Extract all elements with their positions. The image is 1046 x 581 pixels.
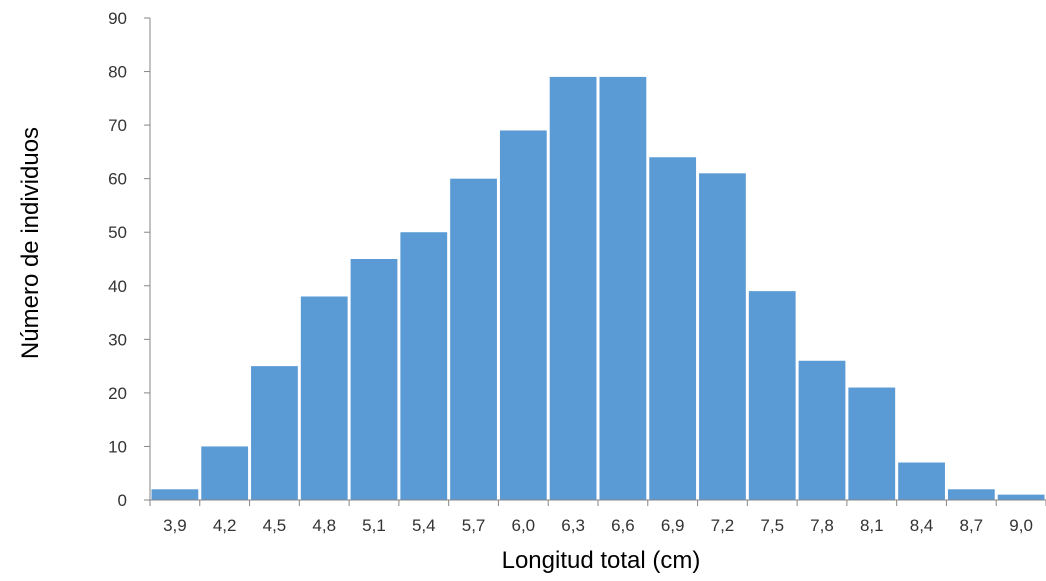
y-tick-label: 30 <box>108 330 127 349</box>
histogram-bar <box>649 157 697 500</box>
x-tick-label: 8,7 <box>960 516 984 535</box>
x-tick-label: 9,0 <box>1009 516 1033 535</box>
x-tick-label: 5,1 <box>362 516 386 535</box>
y-tick-label: 90 <box>108 9 127 28</box>
x-tick-label: 7,8 <box>810 516 834 535</box>
x-tick-label: 8,1 <box>860 516 884 535</box>
y-tick-label: 10 <box>108 437 127 456</box>
x-tick-label: 3,9 <box>163 516 187 535</box>
axes-layer <box>144 17 1046 506</box>
histogram-bar <box>450 178 497 500</box>
x-tick-label: 6,6 <box>611 516 635 535</box>
histogram-bar <box>350 259 398 500</box>
histogram-bar <box>699 173 746 501</box>
histogram-bar <box>798 360 846 500</box>
y-tick-label: 50 <box>108 223 127 242</box>
x-tick-label: 5,4 <box>412 516 436 535</box>
y-tick-label: 40 <box>108 277 127 296</box>
y-tick-label: 70 <box>108 116 127 135</box>
y-tick-label: 20 <box>108 384 127 403</box>
bars-layer <box>151 76 1045 501</box>
x-tick-label: 6,3 <box>561 516 585 535</box>
histogram-bar <box>251 366 298 500</box>
histogram-bar <box>848 387 896 500</box>
x-tick-label: 7,5 <box>760 516 784 535</box>
histogram-bar <box>549 76 597 501</box>
x-tick-label: 6,0 <box>512 516 536 535</box>
histogram-bar <box>300 296 348 500</box>
y-tick-label: 0 <box>118 491 127 510</box>
x-axis-title: Longitud total (cm) <box>502 547 701 574</box>
x-tick-label: 4,8 <box>312 516 336 535</box>
histogram-bar <box>499 130 547 500</box>
x-tick-label: 5,7 <box>462 516 486 535</box>
y-axis-title: Número de individuos <box>17 127 44 359</box>
histogram-bar <box>997 494 1045 500</box>
x-tick-label: 7,2 <box>711 516 735 535</box>
histogram-bar <box>201 446 249 500</box>
histogram-bar <box>748 291 796 500</box>
histogram-bar <box>151 489 199 500</box>
histogram-bar <box>400 232 448 500</box>
y-tick-label: 80 <box>108 63 127 82</box>
histogram-bar <box>898 462 945 500</box>
histogram-bar <box>599 76 647 501</box>
x-tick-label: 4,5 <box>263 516 287 535</box>
x-tick-label: 8,4 <box>910 516 934 535</box>
x-tick-label: 6,9 <box>661 516 685 535</box>
histogram-bar <box>947 489 995 500</box>
x-tick-label: 4,2 <box>213 516 237 535</box>
labels-layer: 0 10 20 30 40 50 60 70 80 90 3,9 4,2 4,5 4,8 5,1 5,4 5,7… <box>108 9 1033 535</box>
y-tick-label: 60 <box>108 170 127 189</box>
